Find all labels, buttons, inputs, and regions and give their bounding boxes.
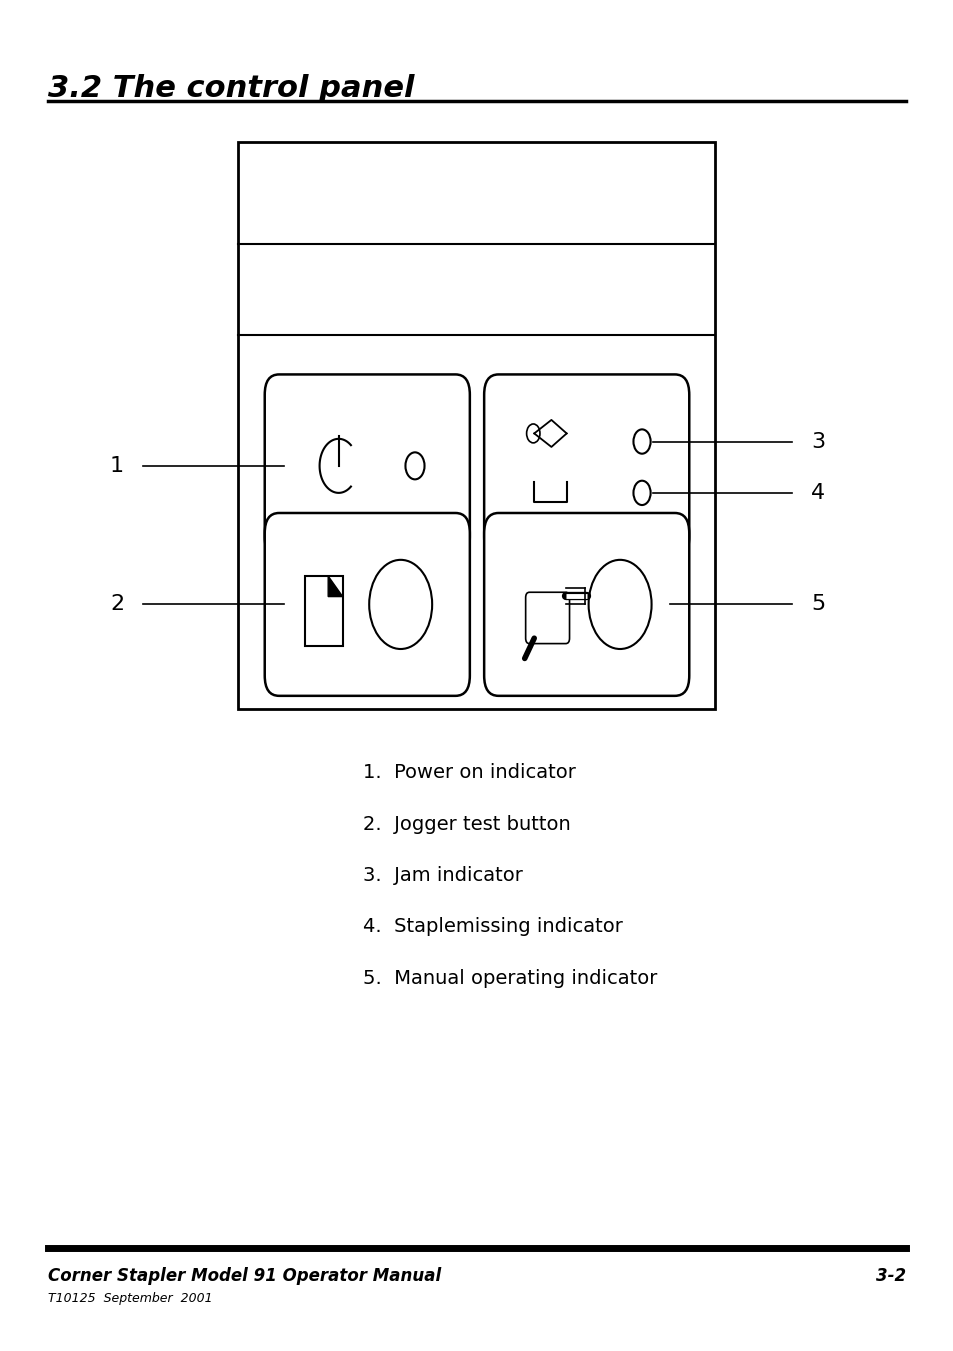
FancyBboxPatch shape <box>264 513 469 696</box>
Text: 3-2: 3-2 <box>875 1267 905 1285</box>
Text: 3: 3 <box>810 431 824 451</box>
Text: 1.  Power on indicator: 1. Power on indicator <box>362 763 575 782</box>
Text: 2: 2 <box>110 594 124 615</box>
FancyBboxPatch shape <box>238 142 715 709</box>
Text: 5.  Manual operating indicator: 5. Manual operating indicator <box>362 969 657 988</box>
Text: 4.  Staplemissing indicator: 4. Staplemissing indicator <box>362 917 621 936</box>
Text: 3.  Jam indicator: 3. Jam indicator <box>362 866 522 885</box>
FancyBboxPatch shape <box>264 374 469 557</box>
Polygon shape <box>328 576 342 597</box>
Text: 5: 5 <box>810 594 824 615</box>
Text: 4: 4 <box>810 482 824 503</box>
FancyBboxPatch shape <box>483 374 688 557</box>
FancyBboxPatch shape <box>483 513 688 696</box>
FancyBboxPatch shape <box>525 592 569 643</box>
FancyBboxPatch shape <box>305 576 343 646</box>
Text: 1: 1 <box>110 455 124 476</box>
Text: Corner Stapler Model 91 Operator Manual: Corner Stapler Model 91 Operator Manual <box>48 1267 440 1285</box>
Text: T10125  September  2001: T10125 September 2001 <box>48 1292 213 1305</box>
Text: 3.2 The control panel: 3.2 The control panel <box>48 74 414 103</box>
Text: 2.  Jogger test button: 2. Jogger test button <box>362 815 570 834</box>
